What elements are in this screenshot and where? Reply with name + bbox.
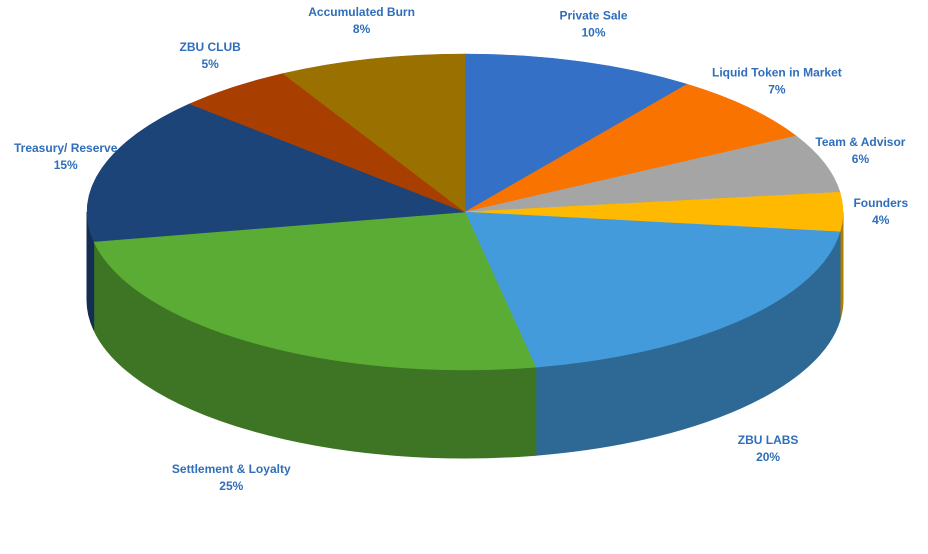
slice-label: Private Sale: [559, 8, 627, 22]
slice-label: Founders: [853, 196, 908, 210]
slice-value-label: 8%: [353, 22, 371, 36]
slice-label: ZBU LABS: [738, 433, 799, 447]
pie-tops: [86, 53, 844, 371]
pie-slice: [464, 83, 797, 213]
slice-label: Treasury/ Reserve: [14, 141, 118, 155]
slice-label: Liquid Token in Market: [712, 66, 842, 80]
pie-slice: [93, 211, 537, 371]
pie-slice: [282, 53, 466, 213]
slice-label: Team & Advisor: [815, 135, 905, 149]
slice-value-label: 5%: [201, 57, 219, 71]
slice-value-label: 20%: [756, 450, 780, 464]
pie-slice: [464, 135, 841, 213]
slice-value-label: 15%: [54, 158, 78, 172]
slice-value-label: 7%: [768, 83, 786, 97]
pie-slice: [86, 103, 466, 242]
pie-labels: Private Sale 10% Liquid Token in Market 7% T…: [14, 5, 908, 493]
slice-value-label: 25%: [219, 479, 243, 493]
slice-label: Accumulated Burn: [308, 5, 415, 19]
slice-value-label: 4%: [872, 213, 890, 227]
pie-slice: [464, 53, 688, 213]
slice-value-label: 10%: [581, 25, 605, 39]
slice-label: ZBU CLUB: [179, 40, 241, 54]
pie-slice: [464, 211, 841, 368]
slice-label: Settlement & Loyalty: [172, 462, 291, 476]
slice-value-label: 6%: [852, 152, 870, 166]
